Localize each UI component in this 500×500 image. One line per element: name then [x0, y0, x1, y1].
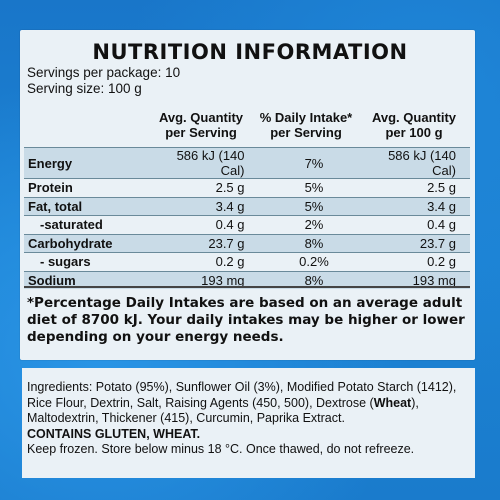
allergen-wheat: Wheat	[373, 395, 412, 410]
header-line: per Serving	[165, 125, 237, 140]
value-per-100g: 3.4 g	[369, 196, 470, 216]
header-daily-intake: % Daily Intake* per Serving	[246, 110, 366, 140]
storage-instructions: Keep frozen. Store below minus 18 °C. On…	[27, 442, 415, 456]
value-per-serving: 23.7 g	[157, 233, 259, 253]
table-row: Carbohydrate 23.7 g 8% 23.7 g	[24, 233, 470, 253]
table-row: Sodium 193 mg 8% 193 mg	[24, 270, 470, 289]
value-per-serving: 2.5 g	[157, 178, 259, 197]
ingredients-text: Ingredients: Potato (95%), Sunflower Oil…	[27, 380, 457, 410]
value-per-serving: 0.2 g	[157, 252, 259, 271]
header-line: Avg. Quantity	[158, 110, 244, 125]
value-per-serving: 3.4 g	[157, 196, 259, 216]
daily-intake-footnote: *Percentage Daily Intakes are based on a…	[27, 295, 465, 345]
table-row: Protein 2.5 g 5% 2.5 g	[24, 178, 470, 197]
table-row: - sugars 0.2 g 0.2% 0.2 g	[24, 252, 470, 271]
ingredients-list: Ingredients: Potato (95%), Sunflower Oil…	[27, 380, 467, 427]
table-row: -saturated 0.4 g 2% 0.4 g	[24, 215, 470, 234]
row-label: Fat, total	[24, 196, 158, 216]
row-label: Protein	[24, 178, 158, 197]
header-line: per Serving	[270, 125, 342, 140]
value-per-100g: 586 kJ (140 Cal)	[369, 147, 470, 179]
nutrition-title: NUTRITION INFORMATION	[92, 40, 408, 64]
row-label: Carbohydrate	[24, 233, 158, 253]
value-daily-intake: 5%	[258, 178, 370, 197]
row-label: -saturated	[24, 215, 158, 234]
table-divider	[24, 286, 470, 288]
row-label: Energy	[24, 147, 158, 179]
value-daily-intake: 8%	[258, 270, 370, 289]
ingredients-text: ), Maltodextrin, Thickener (415), Curcum…	[27, 395, 419, 426]
table-row: Fat, total 3.4 g 5% 3.4 g	[24, 196, 470, 216]
value-per-100g: 23.7 g	[369, 233, 470, 253]
value-daily-intake: 0.2%	[258, 252, 370, 271]
value-daily-intake: 2%	[258, 215, 370, 234]
value-per-100g: 0.4 g	[369, 215, 470, 234]
servings-per-package: Servings per package: 10	[27, 65, 181, 80]
serving-size: Serving size: 100 g	[27, 81, 142, 96]
ingredients-block: Ingredients: Potato (95%), Sunflower Oil…	[27, 380, 467, 458]
header-per-serving: Avg. Quantity per Serving	[141, 110, 261, 140]
row-label: - sugars	[24, 252, 158, 271]
value-daily-intake: 7%	[258, 147, 370, 179]
value-per-serving: 193 mg	[157, 270, 259, 289]
allergen-statement: CONTAINS GLUTEN, WHEAT.	[27, 426, 201, 441]
header-line: Avg. Quantity	[371, 110, 457, 125]
value-per-serving: 0.4 g	[157, 215, 259, 234]
header-per-100g: Avg. Quantity per 100 g	[354, 110, 474, 140]
header-line: % Daily Intake*	[259, 110, 353, 125]
nutrition-table: Energy 586 kJ (140 Cal) 7% 586 kJ (140 C…	[24, 147, 470, 289]
row-label: Sodium	[24, 270, 158, 289]
value-per-serving: 586 kJ (140 Cal)	[157, 147, 259, 179]
table-row: Energy 586 kJ (140 Cal) 7% 586 kJ (140 C…	[24, 147, 470, 179]
header-line: per 100 g	[385, 125, 443, 140]
value-daily-intake: 5%	[258, 196, 370, 216]
value-per-100g: 193 mg	[369, 270, 470, 289]
value-per-100g: 0.2 g	[369, 252, 470, 271]
value-per-100g: 2.5 g	[369, 178, 470, 197]
ingredients-panel	[22, 368, 475, 478]
value-daily-intake: 8%	[258, 233, 370, 253]
